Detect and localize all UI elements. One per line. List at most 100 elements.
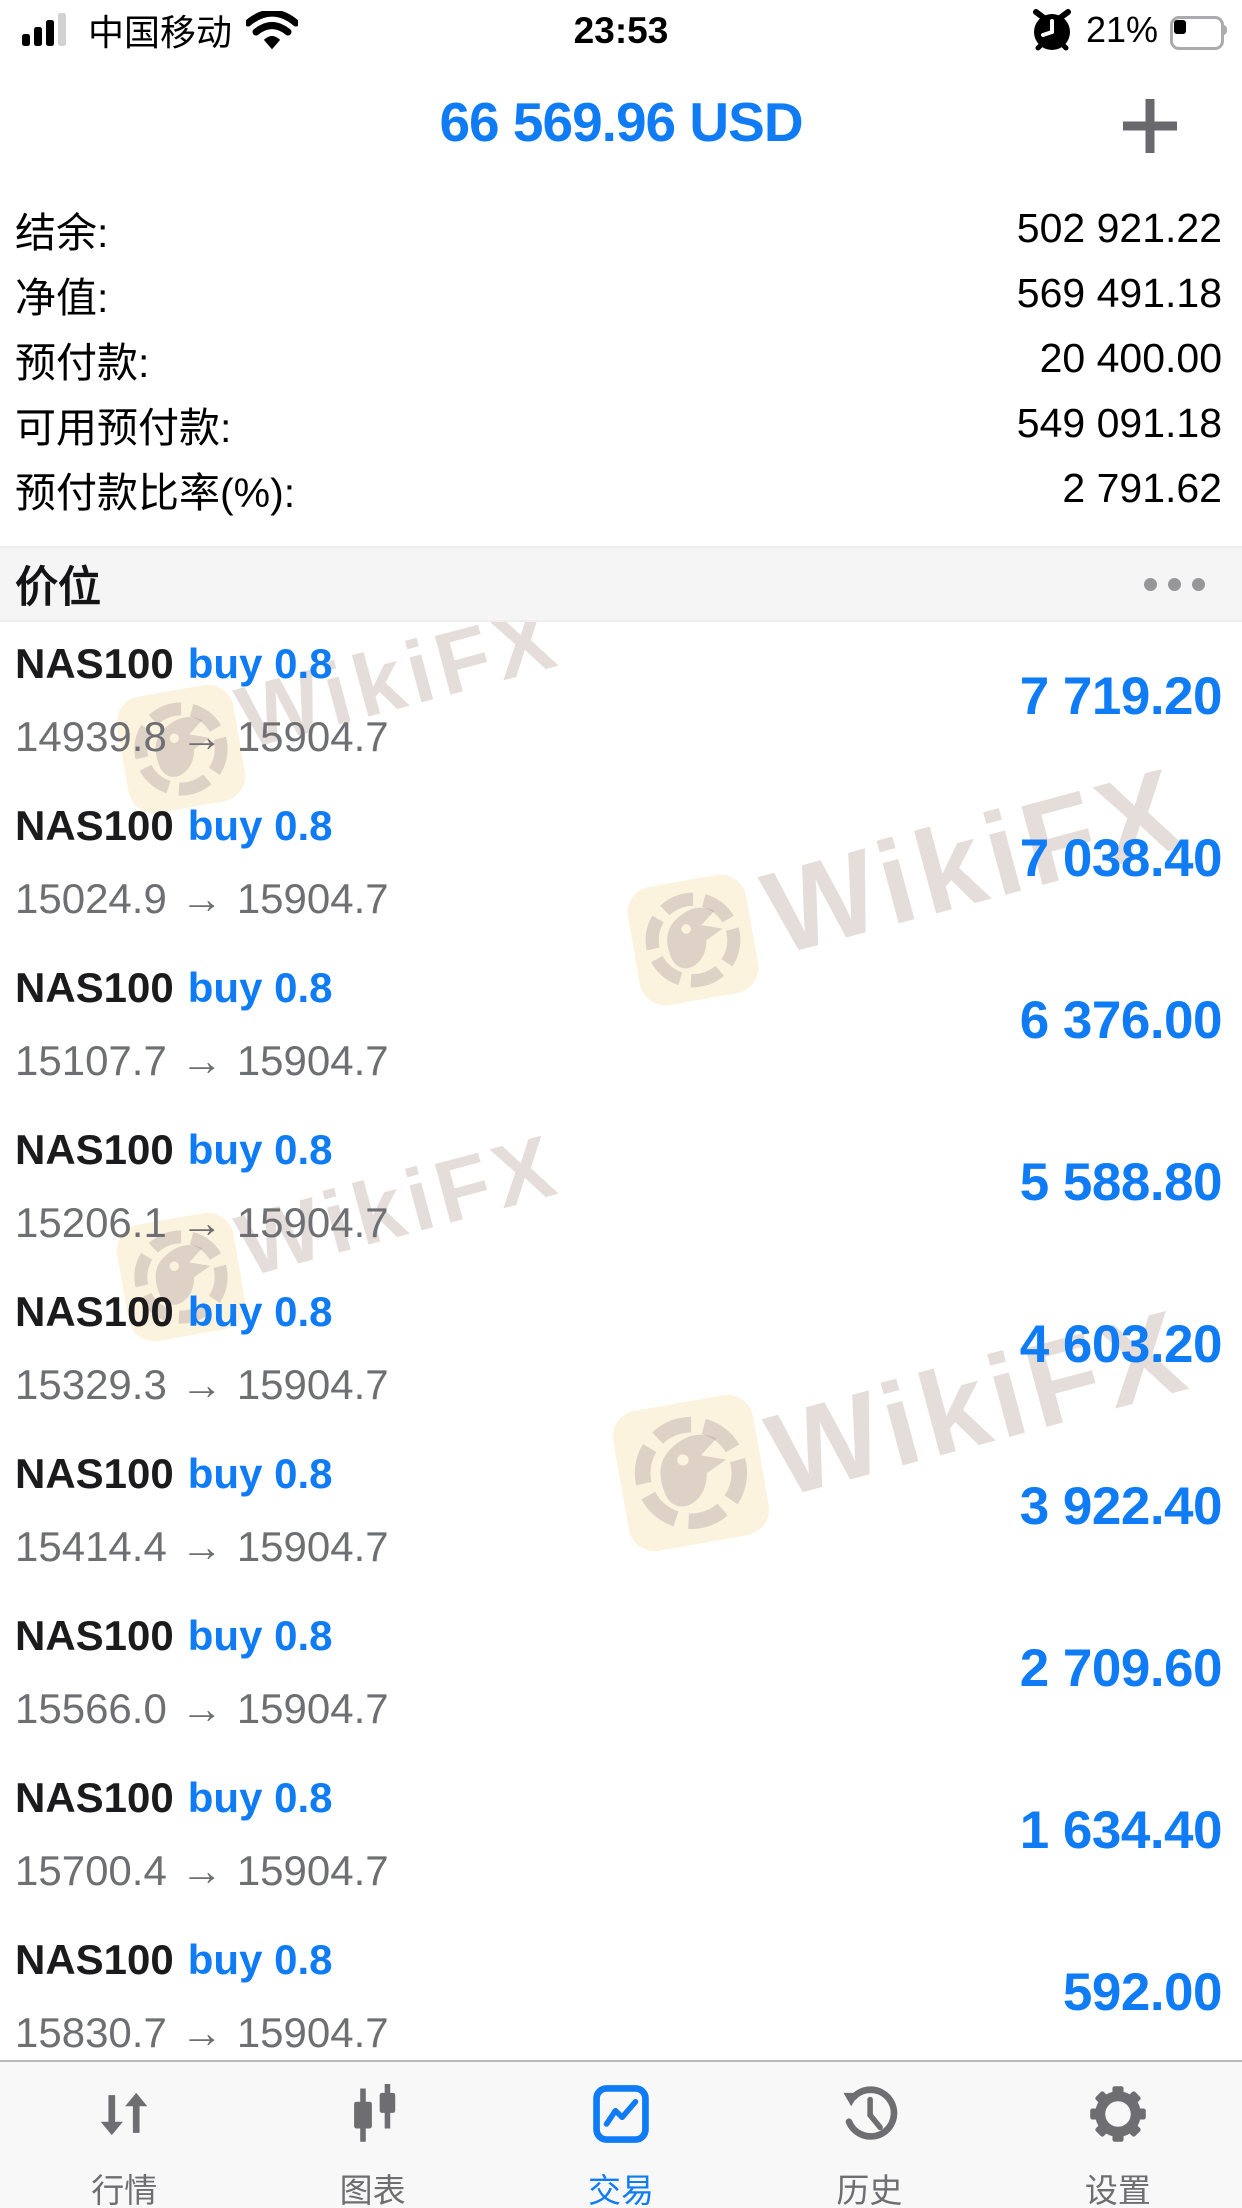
current-price: 15904.7: [236, 1847, 389, 1894]
summary-row: 结余: 502 921.22: [0, 196, 1242, 261]
alarm-icon: [1032, 9, 1071, 51]
current-price: 15904.7: [236, 1361, 389, 1408]
battery-percent-label: 21%: [1085, 9, 1158, 50]
position-row[interactable]: NAS100 buy 0.8 15107.7 → 15904.7 6 376.00: [0, 948, 1242, 1110]
tab-label: 交易: [588, 2172, 655, 2208]
summary-value: 2 791.62: [1062, 465, 1222, 511]
side-volume-label: buy 0.8: [187, 802, 333, 849]
position-title: NAS100 buy 0.8: [15, 1126, 333, 1174]
position-row[interactable]: NAS100 buy 0.8 15329.3 → 15904.7 4 603.20: [0, 1272, 1242, 1434]
position-profit: 5 588.80: [1019, 1153, 1223, 1212]
current-price: 15904.7: [236, 2009, 389, 2056]
position-title: NAS100 buy 0.8: [15, 802, 333, 850]
side-volume-label: buy 0.8: [187, 640, 333, 687]
side-volume-label: buy 0.8: [187, 1774, 333, 1821]
position-title: NAS100 buy 0.8: [15, 1936, 333, 1984]
position-profit: 6 376.00: [1019, 991, 1223, 1050]
tab-quotes[interactable]: 行情: [0, 2062, 248, 2208]
position-row[interactable]: NAS100 buy 0.8 15414.4 → 15904.7 3 922.40: [0, 1434, 1242, 1596]
position-prices: 15566.0 → 15904.7: [15, 1685, 389, 1733]
clock-time: 23:53: [573, 10, 669, 51]
account-total: 66 569.96 USD: [439, 91, 803, 153]
tab-settings[interactable]: 设置: [994, 2062, 1242, 2208]
arrow-right-icon: →: [180, 1847, 223, 1894]
current-price: 15904.7: [236, 1037, 389, 1084]
summary-row: 可用预付款: 549 091.18: [0, 391, 1242, 456]
history-clock-icon: [843, 2086, 898, 2140]
symbol-label: NAS100: [15, 1450, 174, 1497]
arrow-right-icon: →: [180, 1199, 223, 1246]
summary-value: 20 400.00: [1039, 335, 1222, 381]
symbol-label: NAS100: [15, 964, 174, 1011]
arrow-right-icon: →: [180, 1361, 223, 1408]
add-order-button[interactable]: [1112, 90, 1188, 162]
trade-chart-icon: [593, 2085, 649, 2143]
account-summary: 结余: 502 921.22 净值: 569 491.18 预付款: 20 40…: [0, 196, 1242, 521]
carrier-label: 中国移动: [88, 12, 233, 53]
position-title: NAS100 buy 0.8: [15, 1288, 333, 1336]
open-price: 15700.4: [15, 1847, 167, 1894]
symbol-label: NAS100: [15, 1612, 174, 1659]
candlestick-chart-icon: [353, 2084, 395, 2142]
summary-value: 549 091.18: [1016, 400, 1222, 446]
position-title: NAS100 buy 0.8: [15, 1450, 333, 1498]
position-title: NAS100 buy 0.8: [15, 1774, 333, 1822]
position-row[interactable]: NAS100 buy 0.8 15206.1 → 15904.7 5 588.80: [0, 1110, 1242, 1272]
position-row[interactable]: NAS100 buy 0.8 14939.8 → 15904.7 7 719.20: [0, 624, 1242, 786]
position-title: NAS100 buy 0.8: [15, 964, 333, 1012]
more-options-button[interactable]: [1144, 577, 1205, 591]
tab-charts[interactable]: 图表: [248, 2062, 496, 2208]
position-row[interactable]: NAS100 buy 0.8 15830.7 → 15904.7 592.00: [0, 1920, 1242, 2060]
arrow-right-icon: →: [180, 1037, 223, 1084]
symbol-label: NAS100: [15, 1936, 174, 1983]
tab-label: 图表: [339, 2172, 406, 2208]
side-volume-label: buy 0.8: [187, 1936, 333, 1983]
signal-strength-icon: [22, 13, 66, 46]
current-price: 15904.7: [236, 1685, 389, 1732]
symbol-label: NAS100: [15, 802, 174, 849]
current-price: 15904.7: [236, 713, 389, 760]
tab-label: 设置: [1084, 2172, 1151, 2208]
section-title: 价位: [15, 564, 101, 612]
position-profit: 7 038.40: [1019, 829, 1223, 888]
symbol-label: NAS100: [15, 1774, 174, 1821]
position-prices: 15700.4 → 15904.7: [15, 1847, 389, 1895]
tab-history[interactable]: 历史: [745, 2062, 993, 2208]
current-price: 15904.7: [236, 1523, 389, 1570]
current-price: 15904.7: [236, 875, 389, 922]
current-price: 15904.7: [236, 1199, 389, 1246]
open-price: 15830.7: [15, 2009, 167, 2056]
arrow-right-icon: →: [180, 713, 223, 760]
tab-bar: 行情 图表 交易 历史: [0, 2060, 1242, 2208]
side-volume-label: buy 0.8: [187, 1450, 333, 1497]
symbol-label: NAS100: [15, 1126, 174, 1173]
summary-row: 预付款: 20 400.00: [0, 326, 1242, 391]
position-profit: 592.00: [1062, 1963, 1223, 2022]
side-volume-label: buy 0.8: [187, 1288, 333, 1335]
position-profit: 3 922.40: [1019, 1477, 1223, 1536]
open-price: 15107.7: [15, 1037, 167, 1084]
positions-list: NAS100 buy 0.8 14939.8 → 15904.7 7 719.20 N…: [0, 624, 1242, 2060]
arrow-right-icon: →: [180, 1685, 223, 1732]
position-row[interactable]: NAS100 buy 0.8 15700.4 → 15904.7 1 634.40: [0, 1758, 1242, 1920]
summary-value: 569 491.18: [1016, 270, 1222, 316]
wifi-icon: [246, 11, 299, 49]
position-title: NAS100 buy 0.8: [15, 1612, 333, 1660]
open-price: 15329.3: [15, 1361, 167, 1408]
gear-icon: [1090, 2086, 1146, 2142]
position-row[interactable]: NAS100 buy 0.8 15566.0 → 15904.7 2 709.60: [0, 1596, 1242, 1758]
open-price: 15414.4: [15, 1523, 167, 1570]
position-title: NAS100 buy 0.8: [15, 640, 333, 688]
open-price: 14939.8: [15, 713, 167, 760]
tab-trade[interactable]: 交易: [497, 2062, 745, 2208]
open-price: 15024.9: [15, 875, 167, 922]
tab-label: 行情: [91, 2172, 158, 2208]
summary-label: 预付款比率(%):: [15, 469, 296, 516]
arrow-right-icon: →: [180, 875, 223, 922]
symbol-label: NAS100: [15, 1288, 174, 1335]
position-profit: 1 634.40: [1019, 1801, 1223, 1860]
position-row[interactable]: NAS100 buy 0.8 15024.9 → 15904.7 7 038.40: [0, 786, 1242, 948]
open-price: 15566.0: [15, 1685, 167, 1732]
summary-label: 净值:: [15, 274, 109, 321]
side-volume-label: buy 0.8: [187, 1126, 333, 1173]
